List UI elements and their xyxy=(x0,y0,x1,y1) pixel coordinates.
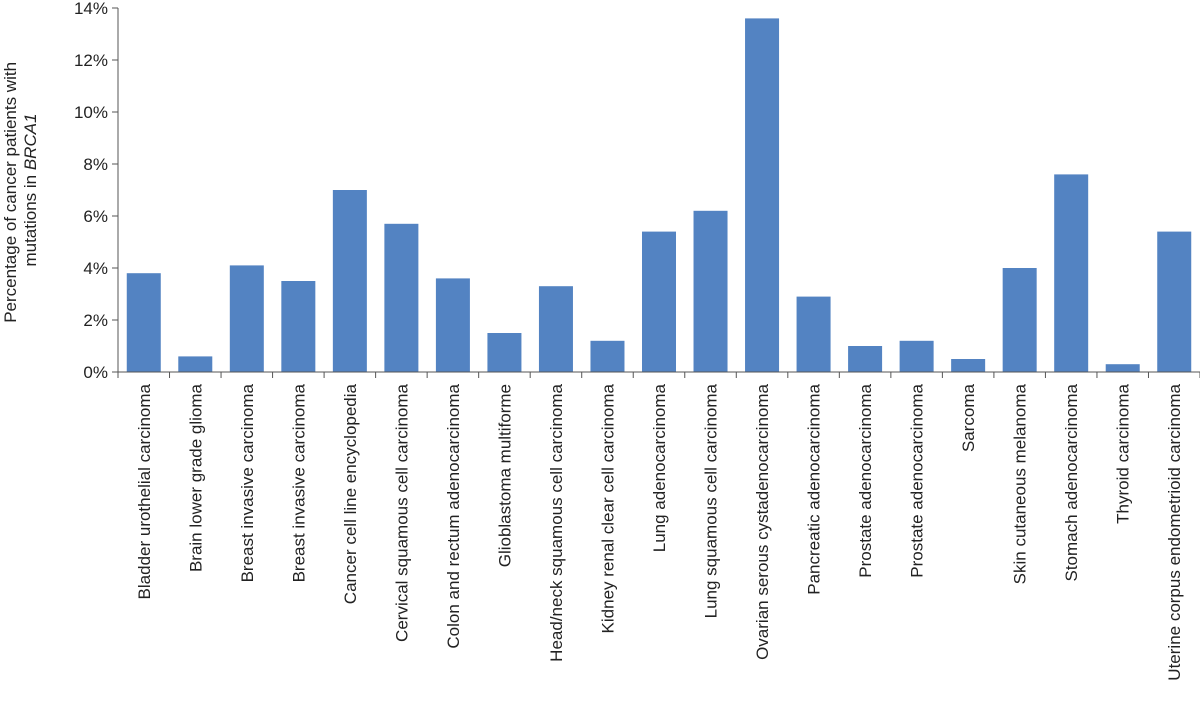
x-category-label: Breast invasive carcinoma xyxy=(289,383,308,582)
y-axis-label-line1: Percentage of cancer patients with xyxy=(1,62,20,323)
x-category-label: Breast invasive carcinoma xyxy=(238,383,257,582)
y-axis-label-line2: mutations in BRCA1 xyxy=(21,113,40,266)
x-category-label: Prostate adenocarcinoma xyxy=(856,383,875,577)
y-tick-label: 14% xyxy=(74,0,108,18)
bar xyxy=(1105,364,1140,372)
bar xyxy=(178,356,213,372)
y-tick-label: 8% xyxy=(83,155,108,174)
y-tick-label: 0% xyxy=(83,363,108,382)
y-axis-label-gene: BRCA1 xyxy=(21,113,40,170)
bar xyxy=(538,286,573,372)
bar xyxy=(693,210,728,372)
bar xyxy=(951,359,986,372)
x-category-label: Uterine corpus endometrioid carcinoma xyxy=(1165,383,1184,680)
y-tick-label: 6% xyxy=(83,207,108,226)
x-category-label: Skin cutaneous melanoma xyxy=(1011,383,1030,584)
bars xyxy=(126,18,1192,373)
bar xyxy=(641,231,677,372)
category-labels: Bladder urothelial carcinoma Brain lower … xyxy=(135,383,1184,680)
bar xyxy=(384,223,419,372)
x-category-label: Pancreatic adenocarcinoma xyxy=(805,383,824,594)
x-category-label: Kidney renal clear cell carcinoma xyxy=(598,383,617,633)
bar xyxy=(487,333,522,372)
x-category-label: Ovarian serous cystadenocarcinoma xyxy=(753,383,772,659)
x-category-label: Lung squamous cell carcinoma xyxy=(702,383,721,618)
x-category-label: Cervical squamous cell carcinoma xyxy=(392,383,411,641)
bar xyxy=(899,340,934,372)
x-category-label: Brain lower grade glioma xyxy=(186,383,205,572)
bar xyxy=(796,296,831,372)
bar xyxy=(332,190,367,372)
x-category-label: Stomach adenocarcinoma xyxy=(1062,383,1081,581)
y-tick-label: 12% xyxy=(74,51,108,70)
bar xyxy=(126,273,161,372)
x-category-label: Head/neck squamous cell carcinoma xyxy=(547,383,566,661)
y-tick-label: 10% xyxy=(74,103,108,122)
bar xyxy=(1002,268,1037,372)
y-axis-label: Percentage of cancer patients with mutat… xyxy=(1,57,40,323)
bar xyxy=(435,278,470,372)
y-axis: 0% 2% 4% 6% 8% 10% 12% 14% xyxy=(74,0,119,382)
y-tick-label: 2% xyxy=(83,311,108,330)
bar xyxy=(848,346,883,372)
x-category-label: Glioblastoma multiforme xyxy=(495,384,514,567)
x-category-label: Lung adenocarcinoma xyxy=(650,383,669,552)
y-axis-label-prefix: mutations in xyxy=(21,170,40,266)
bar xyxy=(229,265,264,372)
bar xyxy=(281,281,316,372)
y-tick-label: 4% xyxy=(83,259,108,278)
bar xyxy=(745,18,780,373)
bar xyxy=(590,340,625,372)
x-category-label: Sarcoma xyxy=(959,383,978,452)
x-category-label: Colon and rectum adenocarcinoma xyxy=(444,383,463,648)
bar xyxy=(1157,231,1192,372)
x-axis xyxy=(117,371,1200,378)
bar xyxy=(1054,174,1089,372)
x-category-label: Bladder urothelial carcinoma xyxy=(135,383,154,599)
x-category-label: Cancer cell line encyclopedia xyxy=(341,383,360,604)
x-category-label: Prostate adenocarcinoma xyxy=(908,383,927,577)
x-category-label: Thyroid carcinoma xyxy=(1114,383,1133,523)
